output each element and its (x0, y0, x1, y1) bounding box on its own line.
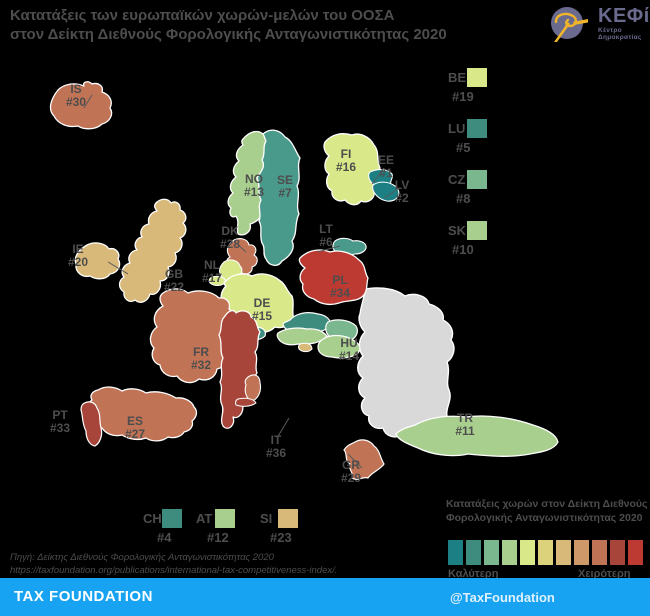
svg-text:SE: SE (277, 173, 293, 187)
svg-text:IT: IT (271, 433, 282, 447)
svg-text:HU: HU (340, 336, 357, 350)
svg-text:DE: DE (254, 296, 271, 310)
svg-text:#36: #36 (266, 446, 286, 460)
svg-text:DK: DK (221, 224, 239, 238)
svg-text:NO: NO (245, 172, 263, 186)
svg-text:#33: #33 (50, 421, 70, 435)
svg-text:#11: #11 (455, 424, 475, 438)
svg-text:#1: #1 (379, 166, 393, 180)
svg-text:GR: GR (342, 458, 360, 472)
svg-text:EE: EE (378, 153, 394, 167)
svg-text:#13: #13 (244, 185, 264, 199)
svg-text:IE: IE (72, 242, 83, 256)
svg-text:#14: #14 (339, 349, 359, 363)
svg-text:FI: FI (341, 147, 352, 161)
svg-text:ES: ES (127, 414, 143, 428)
svg-text:PL: PL (332, 273, 347, 287)
svg-text:FR: FR (193, 345, 209, 359)
svg-text:#22: #22 (164, 280, 184, 294)
svg-text:#30: #30 (66, 95, 86, 109)
svg-text:#29: #29 (341, 471, 361, 485)
svg-text:#32: #32 (191, 358, 211, 372)
svg-text:#16: #16 (336, 160, 356, 174)
svg-text:#20: #20 (68, 255, 88, 269)
svg-text:LT: LT (319, 222, 333, 236)
svg-text:TR: TR (457, 411, 473, 425)
svg-text:#6: #6 (319, 235, 333, 249)
svg-text:IS: IS (70, 82, 81, 96)
svg-text:#17: #17 (202, 271, 222, 285)
svg-text:NL: NL (204, 258, 220, 272)
svg-text:#15: #15 (252, 309, 272, 323)
svg-text:#27: #27 (125, 427, 145, 441)
svg-text:GB: GB (165, 267, 183, 281)
svg-text:#34: #34 (330, 286, 350, 300)
svg-text:PT: PT (52, 408, 68, 422)
svg-text:LV: LV (395, 178, 409, 192)
svg-text:#2: #2 (395, 191, 409, 205)
svg-text:#28: #28 (220, 237, 240, 251)
svg-text:#7: #7 (278, 186, 292, 200)
